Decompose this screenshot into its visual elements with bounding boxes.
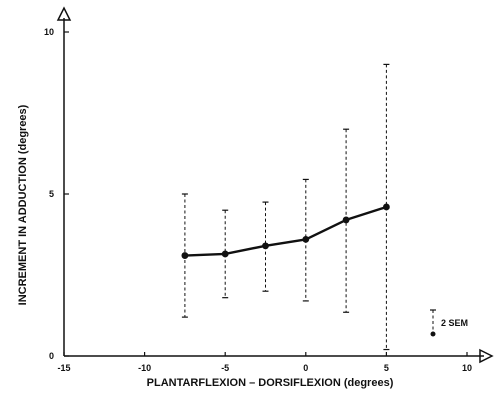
ticks: -15 -10 -5 0 5 10 0 5 10 bbox=[44, 27, 472, 373]
y-tick-label: 0 bbox=[49, 351, 54, 361]
y-tick-label: 10 bbox=[44, 27, 54, 37]
x-axis-label: PLANTARFLEXION – DORSIFLEXION (degrees) bbox=[147, 377, 394, 389]
x-tick-label: -15 bbox=[57, 363, 70, 373]
axes bbox=[56, 6, 494, 364]
data-point bbox=[342, 216, 350, 224]
data-point bbox=[302, 235, 310, 243]
x-tick-label: -5 bbox=[221, 363, 229, 373]
y-axis-arrow bbox=[56, 6, 72, 21]
x-tick-label: 10 bbox=[462, 363, 472, 373]
y-tick-label: 5 bbox=[49, 189, 54, 199]
x-axis-arrow bbox=[479, 348, 494, 364]
legend-label: 2 SEM bbox=[441, 318, 468, 328]
data-point bbox=[383, 203, 390, 211]
x-tick-label: 5 bbox=[384, 363, 389, 373]
series-line bbox=[184, 205, 387, 257]
legend: 2 SEM bbox=[430, 309, 468, 337]
data-point bbox=[262, 242, 269, 250]
y-axis-label: INCREMENT IN ADDUCTION (degrees) bbox=[17, 104, 29, 305]
x-tick-label: 0 bbox=[303, 363, 308, 373]
x-tick-label: -10 bbox=[138, 363, 151, 373]
data-points bbox=[181, 203, 390, 259]
data-point bbox=[221, 250, 229, 258]
error-bars bbox=[181, 63, 390, 351]
legend-marker bbox=[430, 331, 436, 337]
data-point bbox=[181, 252, 189, 259]
